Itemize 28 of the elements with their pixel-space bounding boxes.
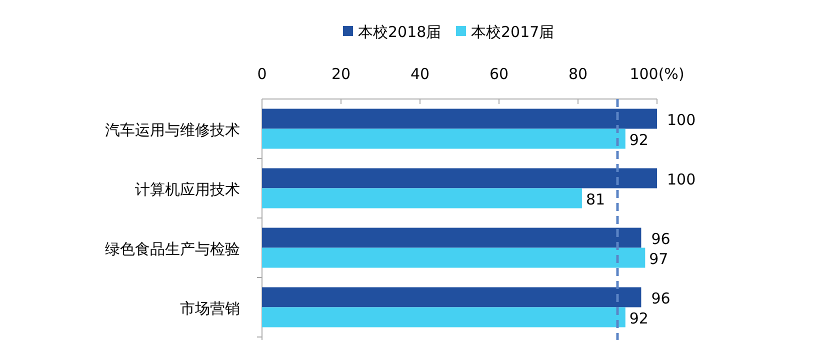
data-label: 92 — [629, 309, 648, 328]
y-tick-label: 市场营销 — [180, 299, 240, 318]
bar — [262, 248, 646, 268]
bar — [262, 287, 642, 308]
data-label: 96 — [651, 289, 670, 308]
data-label: 100 — [667, 170, 696, 188]
data-label: 100 — [667, 110, 696, 129]
x-tick-label: 40 — [410, 65, 430, 83]
x-tick-label: 80 — [568, 65, 588, 83]
legend-label: 本校2018届 — [358, 23, 442, 41]
data-label: 92 — [629, 130, 648, 149]
bar — [262, 128, 626, 149]
y-tick-label: 绿色食品生产与检验 — [105, 240, 240, 258]
y-tick-label: 计算机应用技术 — [135, 180, 240, 198]
legend-label: 本校2017届 — [471, 23, 554, 41]
bar — [262, 228, 642, 248]
data-label: 97 — [649, 250, 668, 268]
data-label: 81 — [586, 190, 606, 208]
bar — [262, 108, 657, 129]
data-label: 96 — [651, 230, 670, 248]
x-tick-label: 0 — [257, 65, 267, 83]
x-tick-label: 60 — [489, 65, 509, 83]
bar — [262, 307, 626, 328]
y-tick-label: 汽车运用与维修技术 — [105, 120, 240, 139]
x-tick-label: 100(%) — [630, 65, 684, 83]
x-tick-label: 20 — [331, 65, 351, 83]
bar — [262, 168, 657, 188]
bar — [262, 188, 582, 208]
